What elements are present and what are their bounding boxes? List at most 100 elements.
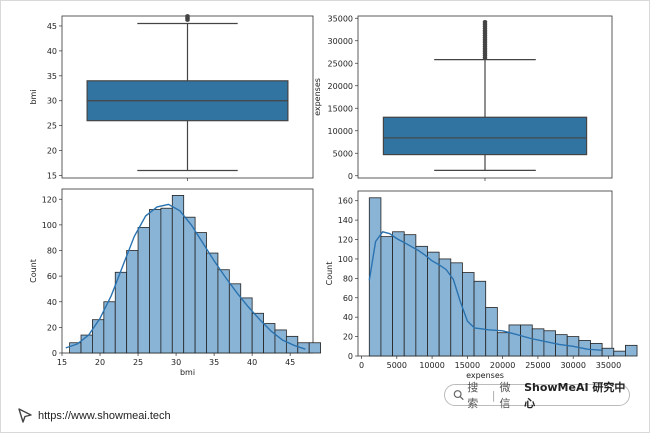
brand-label: ShowMeAI 研究中心 — [524, 381, 626, 410]
y-tick-label: 140 — [338, 216, 353, 225]
histogram-bar — [80, 334, 93, 354]
histogram-bar — [531, 328, 545, 357]
y-tick-label: 100 — [338, 255, 353, 264]
histogram-bar — [520, 324, 533, 357]
y-tick-label: 20 — [343, 333, 353, 342]
outlier-point — [185, 14, 190, 18]
y-tick-label: 60 — [343, 294, 353, 303]
y-tick-label: 40 — [47, 47, 57, 56]
y-tick-label: 20 — [47, 323, 57, 332]
histogram-bar — [92, 319, 105, 354]
iqr-box — [382, 116, 588, 156]
y-tick-label: 30000 — [328, 37, 353, 46]
x-tick-label: 30000 — [560, 361, 585, 370]
y-tick-label: 60 — [47, 272, 57, 281]
y-tick-label: 35 — [47, 72, 57, 81]
y-axis-label: Count — [29, 259, 38, 283]
y-tick-label: 120 — [42, 195, 57, 204]
x-tick-label: 35 — [209, 358, 219, 367]
histogram-bar — [392, 231, 405, 357]
cursor-logo-icon — [16, 407, 34, 425]
histogram-bar — [508, 324, 522, 357]
y-tick-label: 30 — [47, 97, 57, 106]
histogram-bar — [473, 280, 487, 357]
histogram-bar — [240, 297, 253, 354]
y-tick-label: 0 — [348, 172, 353, 181]
x-tick-label: 20 — [95, 358, 105, 367]
histogram-bar — [427, 251, 440, 357]
histogram-bar — [137, 227, 150, 354]
wechat-label: 微信 — [499, 381, 511, 410]
histogram-bar — [171, 195, 185, 354]
y-tick-label: 0 — [52, 349, 57, 358]
y-axis-label: bmi — [29, 89, 38, 104]
y-tick-label: 5000 — [333, 149, 353, 158]
x-tick-label: 5000 — [387, 361, 407, 370]
y-tick-label: 25000 — [328, 59, 353, 68]
histogram-bar — [496, 332, 510, 357]
histogram-bar — [308, 342, 322, 354]
y-tick-label: 80 — [343, 274, 353, 283]
kde-line — [65, 203, 306, 350]
histogram-bar — [126, 250, 139, 354]
y-tick-label: 35000 — [328, 14, 353, 23]
search-badge[interactable]: 搜索 | 微信 ShowMeAI 研究中心 — [444, 381, 630, 410]
x-axis-label: bmi — [180, 368, 195, 377]
histogram-bar — [415, 245, 428, 357]
histogram-bar — [601, 347, 615, 357]
histogram-bar — [450, 262, 463, 357]
y-tick-label: 20 — [47, 147, 57, 156]
x-tick-label: 25 — [133, 358, 143, 367]
y-tick-label: 10000 — [328, 127, 353, 136]
histogram-bar — [217, 269, 230, 354]
histogram-bar — [380, 236, 393, 357]
x-axis-label: expenses — [466, 371, 504, 380]
x-tick-label: 15000 — [455, 361, 480, 370]
x-tick-label: 40 — [247, 358, 257, 367]
x-tick-label: 25000 — [525, 361, 550, 370]
histogram-bar — [160, 207, 173, 354]
outlier-point — [482, 19, 488, 24]
x-tick-label: 45 — [285, 358, 295, 367]
histogram-bar — [194, 232, 207, 354]
histogram-bar — [485, 307, 498, 357]
y-tick-label: 15 — [47, 172, 57, 181]
footer-url[interactable]: https://www.showmeai.tech — [38, 410, 171, 422]
x-tick-label: 35000 — [596, 361, 621, 370]
y-tick-label: 40 — [47, 298, 57, 307]
search-icon — [453, 390, 464, 401]
y-tick-label: 40 — [343, 313, 353, 322]
y-tick-label: 0 — [348, 352, 353, 361]
y-tick-label: 20000 — [328, 82, 353, 91]
search-label: 搜索 — [467, 381, 479, 410]
y-tick-label: 45 — [47, 22, 57, 31]
separator: | — [491, 388, 496, 402]
histogram-bar — [183, 216, 196, 354]
kde-line — [368, 230, 602, 351]
x-tick-label: 20000 — [490, 361, 515, 370]
histogram-bar — [149, 209, 162, 354]
histogram-bar — [403, 234, 417, 357]
y-tick-label: 80 — [47, 247, 57, 256]
histogram-bar — [368, 197, 382, 357]
x-tick-label: 30 — [171, 358, 181, 367]
x-tick-label: 15 — [57, 358, 67, 367]
histogram-bar — [625, 344, 638, 357]
histogram-bar — [206, 252, 219, 354]
histogram-bar — [263, 323, 276, 354]
histogram-bar — [114, 271, 128, 354]
histogram-bar — [228, 283, 242, 354]
y-tick-label: 100 — [42, 221, 57, 230]
x-tick-label: 10000 — [419, 361, 444, 370]
y-tick-label: 15000 — [328, 104, 353, 113]
y-axis-label: expenses — [313, 78, 322, 116]
histogram-bar — [251, 312, 264, 354]
histogram-bar — [103, 301, 116, 354]
y-tick-label: 160 — [338, 197, 353, 206]
x-tick-label: 0 — [359, 361, 364, 370]
y-axis-label: Count — [325, 262, 334, 286]
histogram-bar — [613, 350, 626, 357]
y-tick-label: 25 — [47, 122, 57, 131]
y-tick-label: 120 — [338, 236, 353, 245]
